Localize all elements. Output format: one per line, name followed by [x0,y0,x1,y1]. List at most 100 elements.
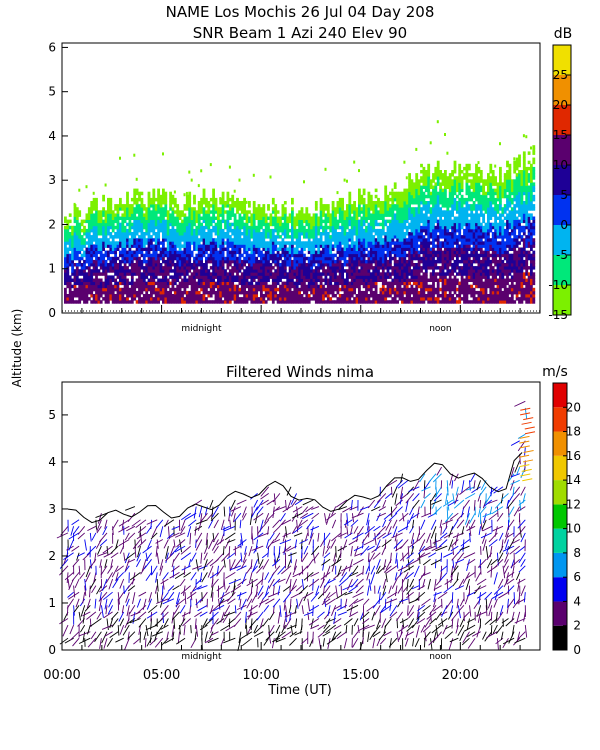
snr-cell [281,228,285,233]
snr-cell [348,235,352,239]
snr-cell [92,287,96,292]
snr-cell [451,294,454,298]
snr-cell [159,266,163,270]
snr-cell [288,241,292,245]
snr-cell [248,247,251,251]
snr-cell [185,290,189,295]
snr-cell [188,244,192,248]
snr-cell [448,235,452,239]
snr-cell [135,259,139,264]
snr-cell [66,253,70,258]
snr-cell [377,269,380,273]
snr-cell [166,290,170,295]
snr-cell [173,272,177,276]
snr-cell [274,213,278,217]
snr-cell [446,281,450,286]
snr-cell [130,272,134,276]
snr-cell [274,294,278,298]
snr-panel-title: SNR Beam 1 Azi 240 Elev 90 [193,24,407,42]
snr-cell [393,241,397,245]
snr-cell [448,222,452,227]
snr-cell [219,266,223,270]
snr-cell [102,281,105,286]
snr-cell [231,284,235,289]
snr-cell [173,219,177,224]
snr-cell [228,294,232,298]
snr-cell [396,250,399,255]
snr-cell [336,232,340,236]
snr-cell [202,263,206,267]
snr-cell [403,213,407,217]
snr-cell [226,225,230,230]
snr-cell [207,225,211,230]
snr-cell [441,278,445,282]
snr-cell [119,228,122,233]
snr-cell [135,278,139,282]
snr-cell [362,256,366,261]
snr-cell [99,216,103,220]
snr-cell [202,294,206,298]
snr-cell [95,244,98,248]
snr-cell [107,284,110,289]
snr-cell [379,297,383,301]
snr-cell [255,266,258,270]
snr-cell [372,275,376,279]
snr-cell [176,225,180,230]
snr-cell [257,250,261,255]
snr-cell [135,250,139,255]
snr-cell [365,297,368,301]
snr-cell [209,216,213,220]
snr-cell [267,256,270,261]
snr-cell [130,204,134,208]
snr-cell [369,201,373,205]
snr-cell [389,272,392,276]
snr-cell [372,259,376,264]
snr-cell [207,238,211,242]
snr-cell [420,287,423,292]
snr-cell [360,228,364,233]
snr-cell [412,266,416,270]
snr-cell [436,259,440,264]
snr-cell [439,287,442,292]
snr-cell [374,297,378,301]
snr-cell [429,225,433,230]
snr-cell [150,287,153,292]
snr-cell [424,201,428,205]
snr-cell [75,241,79,245]
snr-cell [152,281,156,286]
snr-cell [209,266,213,270]
snr-cell [200,216,203,220]
snr-cell [456,247,459,251]
snr-cell [262,275,266,279]
snr-cell [212,194,215,199]
snr-cell [434,297,438,301]
snr-cell [209,228,213,233]
snr-cell [436,173,440,177]
snr-cell [200,275,203,279]
snr-cell [314,256,318,261]
snr-cell [255,228,258,233]
snr-cell [403,250,407,255]
snr-cell [424,213,428,217]
snr-cell [233,228,237,233]
snr-cell [298,256,301,261]
snr-cell [312,281,316,286]
snr-cell [257,284,261,289]
snr-cell [338,207,342,211]
snr-cell [243,294,246,298]
snr-cell [271,287,275,292]
snr-cell [350,241,354,245]
snr-cell [415,290,419,295]
snr-cell [343,287,347,292]
snr-cell [157,235,160,239]
snr-cell [150,275,153,279]
snr-cell [183,297,187,301]
snr-cell [178,287,182,292]
snr-cell [432,235,435,239]
snr-cell [228,297,232,301]
snr-cell [429,241,433,245]
snr-cell [274,275,278,279]
snr-cell [269,232,273,236]
snr-cell [219,232,223,236]
snr-cell [441,191,445,196]
